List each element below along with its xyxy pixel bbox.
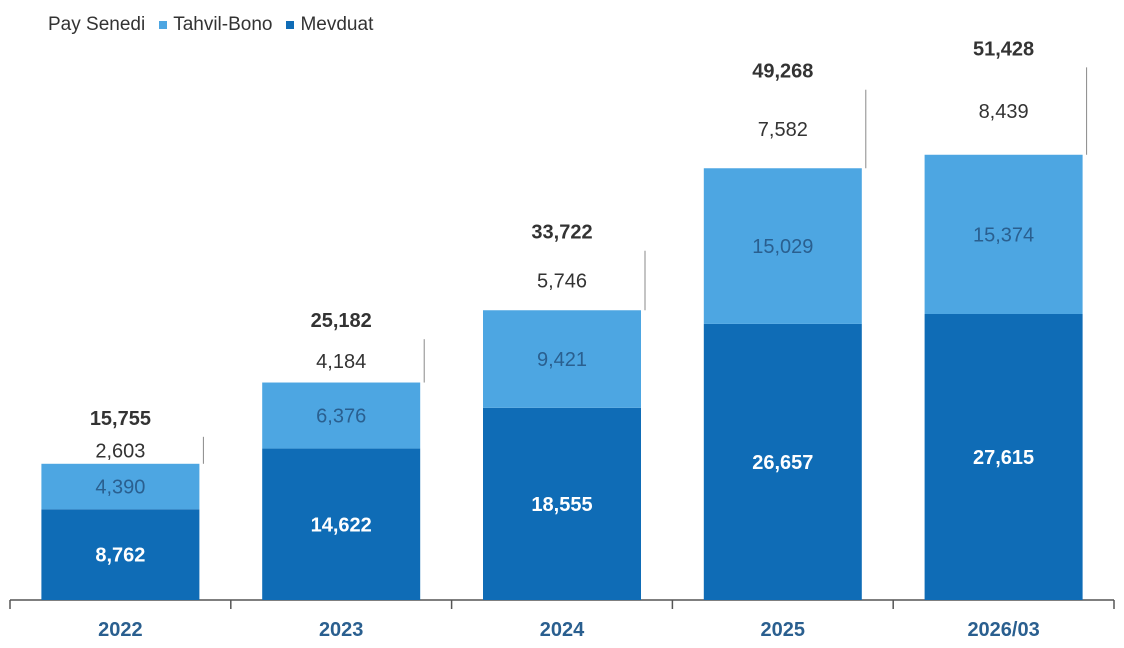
bar-mevduat xyxy=(41,509,200,600)
bar-mevduat xyxy=(924,313,1083,600)
data-label-tahvil-bono: 6,376 xyxy=(316,406,366,428)
bar-mevduat xyxy=(262,448,421,600)
data-label-mevduat: 27,615 xyxy=(973,447,1034,469)
legend-swatch xyxy=(159,21,168,29)
legend-item-pay-senedi: Pay Senedi xyxy=(48,14,145,36)
bar-tahvil-bono xyxy=(483,310,641,408)
bar-mevduat xyxy=(483,407,641,600)
data-label-tahvil-bono: 9,421 xyxy=(537,349,587,371)
data-label-pay-senedi: 8,439 xyxy=(979,101,1029,123)
data-label-pay-senedi: 5,746 xyxy=(537,270,587,292)
legend: Pay Senedi Tahvil-Bono Mevduat xyxy=(48,14,387,36)
data-label-tahvil-bono: 4,390 xyxy=(95,477,145,499)
x-tick-label: 2022 xyxy=(98,619,143,641)
total-label: 49,268 xyxy=(752,61,813,83)
legend-label: Mevduat xyxy=(300,14,374,35)
bar-tahvil-bono xyxy=(41,463,200,510)
total-label: 15,755 xyxy=(90,408,151,430)
bar-tahvil-bono xyxy=(703,168,862,324)
data-label-pay-senedi: 4,184 xyxy=(316,351,366,373)
data-label-pay-senedi: 7,582 xyxy=(758,119,808,141)
legend-item-tahvil-bono: Tahvil-Bono xyxy=(159,14,272,36)
total-label: 33,722 xyxy=(531,222,592,244)
legend-swatch xyxy=(286,21,295,29)
bar-tahvil-bono xyxy=(924,154,1083,314)
total-label: 51,428 xyxy=(973,38,1034,60)
x-tick-label: 2026/03 xyxy=(967,619,1039,641)
x-tick-label: 2025 xyxy=(761,619,806,641)
data-label-mevduat: 18,555 xyxy=(531,494,592,516)
legend-item-mevduat: Mevduat xyxy=(286,14,373,36)
total-label: 25,182 xyxy=(311,310,372,332)
data-label-mevduat: 14,622 xyxy=(311,514,372,536)
x-tick-label: 2024 xyxy=(540,619,585,641)
legend-label: Pay Senedi xyxy=(48,14,146,35)
legend-label: Tahvil-Bono xyxy=(173,14,273,35)
data-label-pay-senedi: 2,603 xyxy=(95,440,145,462)
x-tick-label: 2023 xyxy=(319,619,364,641)
data-label-mevduat: 8,762 xyxy=(95,545,145,567)
bar-mevduat xyxy=(703,323,862,600)
data-label-tahvil-bono: 15,374 xyxy=(973,224,1034,246)
bar-tahvil-bono xyxy=(262,382,421,449)
data-label-tahvil-bono: 15,029 xyxy=(752,236,813,258)
data-label-mevduat: 26,657 xyxy=(752,452,813,474)
